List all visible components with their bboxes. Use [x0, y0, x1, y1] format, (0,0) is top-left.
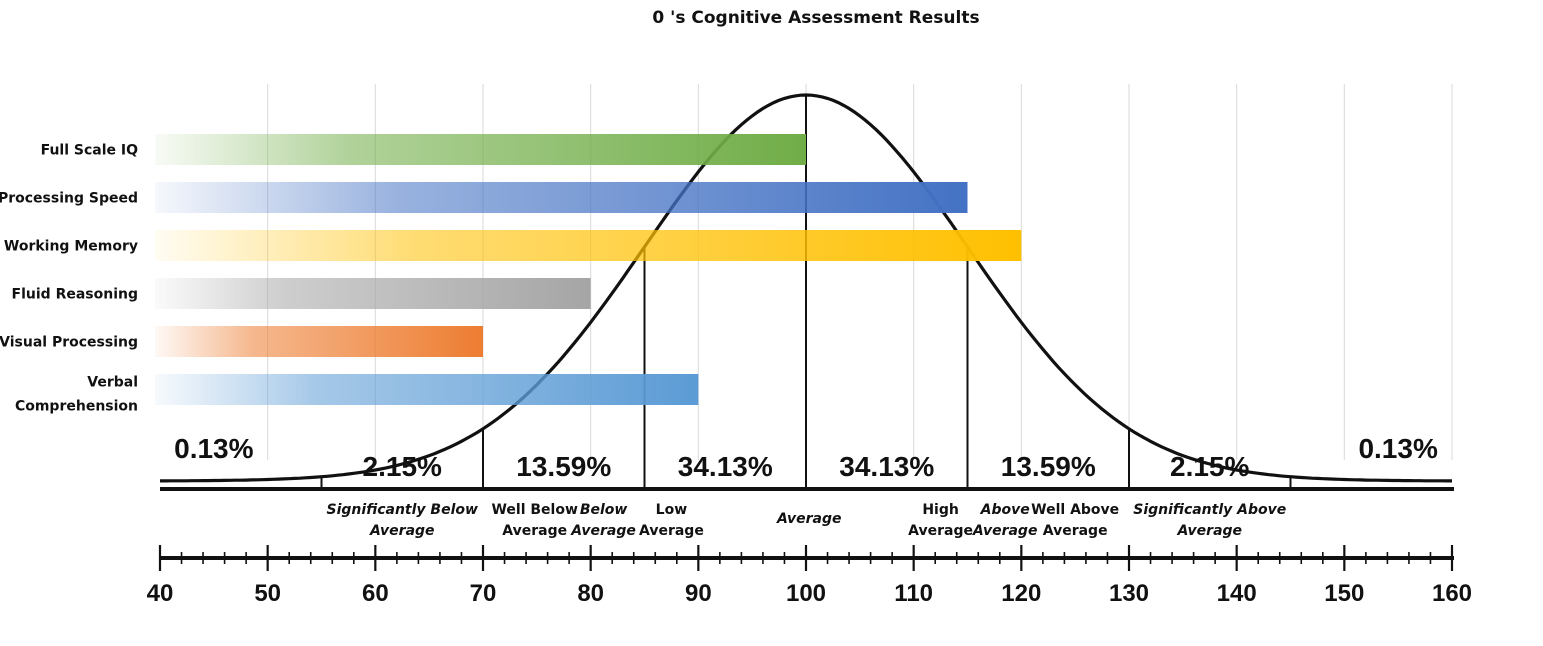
chart-title: 0 's Cognitive Assessment Results — [652, 8, 979, 28]
classification-label-02: Below Average — [570, 502, 636, 539]
y-label-05: Verbal Comprehension — [15, 375, 138, 415]
classification-label-01: Well Below Average — [491, 502, 577, 539]
x-tick-label-00: 40 — [147, 580, 174, 607]
bar-verbal-comprehension — [155, 374, 699, 405]
percent-label-07: 0.13% — [1358, 433, 1437, 464]
classification-label-08: Significantly Above Average — [1133, 502, 1286, 539]
classification-label-00: Significantly Below Average — [327, 502, 478, 539]
x-tick-label-06: 100 — [786, 580, 826, 607]
classification-label-04: Average — [776, 511, 842, 527]
classification-labels: Significantly Below Average Well Below Aver… — [327, 502, 1287, 539]
bars-layer — [155, 134, 1022, 405]
y-labels: Full Scale IQ Processing Speed Working Mem… — [0, 143, 138, 415]
x-tick-label-08: 120 — [1001, 580, 1041, 607]
x-tick-label-07: 110 — [894, 580, 933, 607]
x-tick-label-11: 150 — [1324, 580, 1364, 607]
bar-visual-processing — [155, 326, 483, 357]
y-label-01: Processing Speed — [0, 191, 138, 207]
x-tick-label-05: 90 — [685, 580, 712, 607]
classification-label-07: Well Above Average — [1031, 502, 1119, 539]
x-tick-label-03: 70 — [470, 580, 497, 607]
bar-full-scale-iq — [155, 134, 806, 165]
score-axis: 40 50 60 70 80 90 100 110 120 130 140 150 160 — [147, 545, 1472, 607]
classification-label-03: Low Average — [639, 502, 704, 539]
percent-label-02: 13.59% — [516, 451, 611, 482]
percent-label-03: 34.13% — [678, 451, 773, 482]
x-tick-label-01: 50 — [254, 580, 281, 607]
percent-label-04: 34.13% — [839, 451, 934, 482]
x-tick-label-02: 60 — [362, 580, 389, 607]
bar-processing-speed — [155, 182, 968, 213]
y-label-00: Full Scale IQ — [41, 143, 139, 159]
bar-working-memory — [155, 230, 1022, 261]
y-label-02: Working Memory — [4, 239, 138, 255]
y-label-03: Fluid Reasoning — [12, 287, 138, 303]
classification-label-05: High Average — [908, 502, 973, 539]
y-label-04: Visual Processing — [0, 335, 138, 351]
x-tick-label-10: 140 — [1217, 580, 1257, 607]
classification-label-06: Above Average — [972, 502, 1038, 539]
x-tick-label-04: 80 — [577, 580, 604, 607]
x-tick-label-12: 160 — [1432, 580, 1472, 607]
percent-label-05: 13.59% — [1001, 451, 1096, 482]
percent-label-06: 2.15% — [1170, 451, 1249, 482]
percent-labels: 0.13% 2.15% 13.59% 34.13% 34.13% 13.59% 2.15% 0… — [174, 433, 1438, 482]
bar-fluid-reasoning — [155, 278, 591, 309]
percent-label-01: 2.15% — [363, 451, 442, 482]
x-tick-label-09: 130 — [1109, 580, 1149, 607]
percent-label-00: 0.13% — [174, 433, 253, 464]
